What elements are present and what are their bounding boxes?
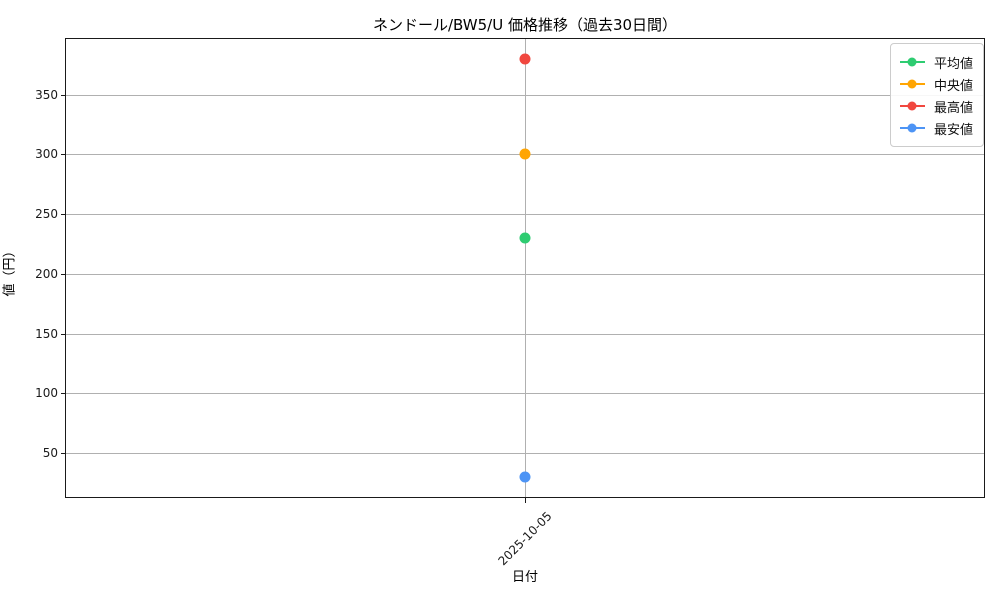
y-tick-label: 300 <box>35 147 58 162</box>
data-point-平均値 <box>519 232 531 244</box>
legend-marker-icon <box>899 57 925 67</box>
y-tick-mark <box>61 333 65 335</box>
legend-marker-icon <box>899 101 925 111</box>
x-tick-label: 2025-10-05 <box>385 505 555 568</box>
y-tick-mark <box>61 273 65 275</box>
legend-item: 最安値 <box>899 117 973 139</box>
legend-marker-icon <box>899 123 925 133</box>
y-tick-label: 100 <box>35 386 58 401</box>
chart-title: ネンドール/BW5/U 価格推移（過去30日間） <box>372 16 678 34</box>
y-tick-label: 250 <box>35 207 58 222</box>
legend-item: 最高値 <box>899 95 973 117</box>
y-tick-mark <box>61 453 65 455</box>
y-tick-mark <box>61 393 65 395</box>
legend-dot-icon <box>907 123 917 133</box>
y-tick-label: 350 <box>35 87 58 102</box>
legend-label: 中央値 <box>933 78 973 94</box>
x-gridline <box>525 38 526 498</box>
data-point-中央値 <box>519 148 531 160</box>
x-tick-label-text: 2025-10-05 <box>495 509 555 569</box>
legend-marker-icon <box>899 79 925 89</box>
y-tick-label: 200 <box>35 266 58 281</box>
data-point-最高値 <box>519 53 531 65</box>
legend-dot-icon <box>907 101 917 111</box>
x-axis-label: 日付 <box>511 570 538 585</box>
legend: 平均値中央値最高値最安値 <box>889 43 984 147</box>
y-tick-mark <box>61 154 65 156</box>
y-tick-mark <box>61 94 65 96</box>
legend-dot-icon <box>907 57 917 67</box>
plot-area <box>65 38 985 498</box>
legend-dot-icon <box>907 79 917 89</box>
y-tick-label: 150 <box>35 326 58 341</box>
y-tick-mark <box>61 214 65 216</box>
legend-label: 最安値 <box>933 122 973 138</box>
legend-item: 中央値 <box>899 73 973 95</box>
legend-label: 最高値 <box>933 100 973 116</box>
x-tick-mark <box>525 498 526 503</box>
y-tick-label: 50 <box>42 446 58 461</box>
legend-label: 平均値 <box>933 56 973 72</box>
legend-item: 平均値 <box>899 51 973 73</box>
data-point-最安値 <box>519 471 531 483</box>
